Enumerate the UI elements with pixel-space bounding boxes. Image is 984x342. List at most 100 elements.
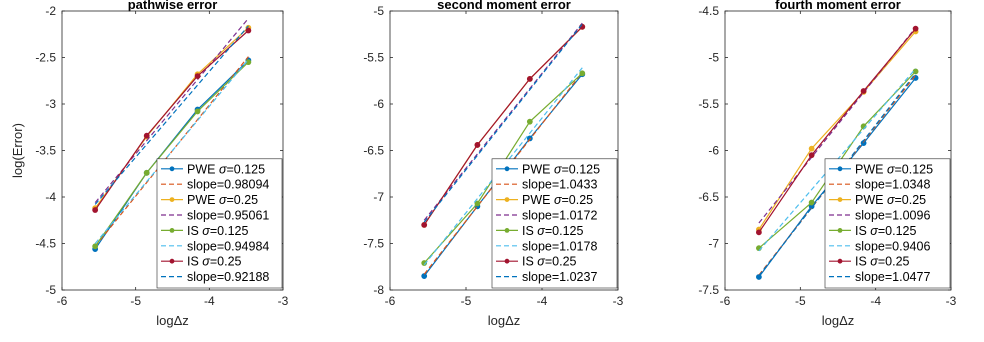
x-tick-label: -3 bbox=[278, 294, 289, 308]
y-tick-label: -4 bbox=[45, 190, 56, 204]
legend-label: PWE σ=0.25 bbox=[187, 193, 258, 207]
y-tick-label: -7.5 bbox=[698, 283, 719, 297]
data-point bbox=[526, 118, 533, 125]
data-point bbox=[756, 229, 762, 236]
y-tick-label: -7 bbox=[708, 237, 719, 251]
legend-label: slope=0.95061 bbox=[187, 209, 269, 223]
legend-marker bbox=[504, 258, 510, 264]
legend-label: IS σ=0.25 bbox=[855, 255, 910, 269]
x-tick-label: -4 bbox=[870, 294, 881, 308]
legend-label: PWE σ=0.25 bbox=[855, 193, 926, 207]
legend-label: slope=0.94984 bbox=[187, 239, 269, 253]
y-tick-label: -6.5 bbox=[363, 144, 384, 158]
legend-label: slope=1.0237 bbox=[522, 270, 597, 284]
x-tick-label: -5 bbox=[795, 294, 806, 308]
legend-marker bbox=[169, 197, 175, 203]
y-tick-label: -7.5 bbox=[363, 237, 384, 251]
x-axis-label: logΔz bbox=[488, 313, 521, 328]
data-point bbox=[194, 73, 201, 79]
series-line-7 bbox=[423, 26, 583, 226]
x-tick-label: -4 bbox=[537, 294, 548, 308]
y-tick-label: -3 bbox=[45, 97, 56, 111]
legend-label: IS σ=0.125 bbox=[187, 224, 248, 238]
legend-box bbox=[156, 158, 283, 289]
legend-label: slope=1.0348 bbox=[855, 178, 930, 192]
legend-label: slope=1.0172 bbox=[522, 209, 597, 223]
data-point bbox=[194, 108, 201, 115]
x-tick-label: -5 bbox=[130, 294, 141, 308]
x-axis-label: logΔz bbox=[156, 313, 189, 328]
data-point bbox=[421, 273, 428, 279]
series-line-7 bbox=[758, 28, 917, 233]
legend-box bbox=[824, 158, 951, 289]
y-tick-label: -5.5 bbox=[698, 97, 719, 111]
y-tick-label: -5 bbox=[708, 51, 719, 65]
data-point bbox=[92, 243, 99, 250]
legend-marker bbox=[169, 228, 175, 233]
x-tick-label: -4 bbox=[204, 294, 215, 308]
y-tick-label: -5.5 bbox=[363, 51, 384, 65]
chart-panel-3: fourth moment error -6 -5 -4 -3 -7.5 -7 -6.5 -6 -… bbox=[698, 0, 956, 328]
legend-marker bbox=[837, 228, 843, 233]
x-tick-label: -5 bbox=[461, 294, 472, 308]
y-tick-label: -3.5 bbox=[35, 144, 56, 158]
y-tick-label: -2.5 bbox=[35, 51, 56, 65]
data-point bbox=[526, 75, 533, 82]
legend-label: IS σ=0.25 bbox=[522, 255, 577, 269]
data-point bbox=[92, 207, 99, 213]
data-point bbox=[143, 169, 150, 176]
x-tick-label: -3 bbox=[613, 294, 624, 308]
legend-marker bbox=[837, 197, 843, 203]
y-tick-label: -4.5 bbox=[698, 4, 719, 18]
x-tick-label: -6 bbox=[385, 294, 396, 308]
data-point bbox=[474, 200, 481, 207]
y-tick-label: -8 bbox=[373, 283, 384, 297]
y-tick-label: -5 bbox=[45, 283, 56, 297]
chart-panel-1: pathwise error-6 -5 -4 -3-5-4.5-4-3.5-3-2.5… bbox=[10, 0, 289, 328]
legend-label: slope=1.0096 bbox=[855, 209, 930, 223]
legend-marker bbox=[837, 166, 843, 172]
data-point bbox=[579, 70, 586, 77]
y-axis-label: log(Error) bbox=[10, 123, 25, 178]
chart-title: fourth moment error bbox=[775, 0, 901, 12]
series-group bbox=[421, 22, 586, 279]
legend-label: slope=1.0477 bbox=[855, 270, 930, 284]
legend-marker bbox=[169, 166, 175, 172]
legend-label: PWE σ=0.125 bbox=[855, 162, 933, 176]
data-point bbox=[912, 68, 919, 75]
y-tick-label: -6 bbox=[708, 144, 719, 158]
y-tick-label: -6.5 bbox=[698, 190, 719, 204]
series-group bbox=[92, 18, 252, 252]
legend-label: IS σ=0.125 bbox=[855, 224, 916, 238]
legend-label: slope=0.92188 bbox=[187, 270, 269, 284]
legend-marker bbox=[837, 258, 843, 264]
chart-title: second moment error bbox=[437, 0, 571, 12]
series-line-6 bbox=[423, 67, 583, 266]
y-tick-label: -6 bbox=[373, 97, 384, 111]
data-point bbox=[860, 88, 867, 94]
data-point bbox=[808, 199, 815, 206]
series-line-2 bbox=[94, 56, 249, 247]
data-point bbox=[474, 142, 481, 148]
legend-label: IS σ=0.25 bbox=[187, 255, 242, 269]
legend-label: PWE σ=0.25 bbox=[522, 193, 593, 207]
series-line-8 bbox=[423, 23, 583, 223]
x-tick-label: -6 bbox=[720, 294, 731, 308]
legend-box bbox=[491, 158, 618, 289]
x-tick-label: -6 bbox=[57, 294, 68, 308]
legend-label: IS σ=0.125 bbox=[522, 224, 583, 238]
y-tick-label: -5 bbox=[373, 4, 384, 18]
y-tick-label: -2 bbox=[45, 4, 56, 18]
legend-label: slope=1.0178 bbox=[522, 239, 597, 253]
data-point bbox=[143, 132, 150, 139]
data-point bbox=[421, 222, 428, 228]
series-line-3 bbox=[758, 31, 917, 230]
legend-marker bbox=[504, 197, 510, 203]
legend-label: slope=0.9406 bbox=[855, 239, 930, 253]
legend-label: slope=0.98094 bbox=[187, 178, 269, 192]
